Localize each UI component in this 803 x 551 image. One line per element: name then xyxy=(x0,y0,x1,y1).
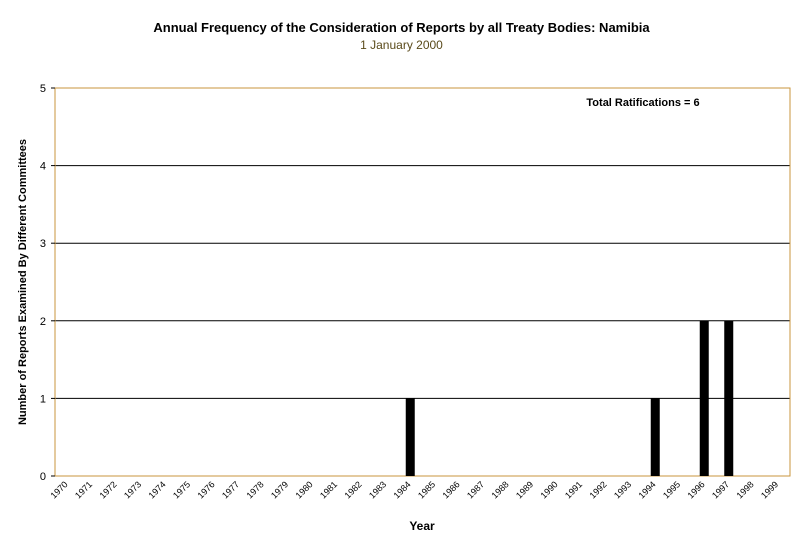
x-tick-label: 1989 xyxy=(514,479,535,500)
x-tick-labels: 1970 1971 1972 1973 1974 1975 1976 1977 1978 1979… xyxy=(49,479,781,500)
x-tick-label: 1996 xyxy=(686,479,707,500)
chart-title: Annual Frequency of the Consideration of… xyxy=(153,20,650,35)
y-tick-label: 1 xyxy=(40,393,46,405)
y-tick-labels: 0 1 2 3 4 5 xyxy=(40,83,55,483)
x-tick-label: 1986 xyxy=(441,479,462,500)
x-tick-label: 1997 xyxy=(710,479,731,500)
bars xyxy=(405,320,734,476)
x-tick-label: 1994 xyxy=(637,479,658,500)
x-tick-label: 1971 xyxy=(73,479,94,500)
x-tick-label: 1973 xyxy=(122,479,143,500)
x-tick-label: 1970 xyxy=(49,479,70,500)
x-axis-label: Year xyxy=(409,519,435,533)
x-tick-label: 1980 xyxy=(294,479,315,500)
bar-1996 xyxy=(699,320,709,476)
x-tick-label: 1979 xyxy=(269,479,290,500)
x-tick-label: 1998 xyxy=(735,479,756,500)
x-tick-label: 1975 xyxy=(171,479,192,500)
x-tick-label: 1990 xyxy=(539,479,560,500)
x-tick-label: 1992 xyxy=(588,479,609,500)
gridlines xyxy=(55,165,790,399)
x-tick-label: 1978 xyxy=(245,479,266,500)
y-tick-label: 4 xyxy=(40,161,46,173)
x-tick-label: 1995 xyxy=(661,479,682,500)
x-tick-label: 1982 xyxy=(343,479,364,500)
bar-1994 xyxy=(650,398,660,476)
x-tick-label: 1988 xyxy=(490,479,511,500)
x-tick-label: 1984 xyxy=(392,479,413,500)
y-tick-label: 2 xyxy=(40,316,46,328)
plot-frame xyxy=(54,87,791,477)
x-tick-label: 1981 xyxy=(318,479,339,500)
y-tick-label: 0 xyxy=(40,471,46,483)
bar-1997 xyxy=(724,320,734,476)
x-tick-label: 1974 xyxy=(147,479,168,500)
x-tick-label: 1977 xyxy=(220,479,241,500)
x-tick-label: 1991 xyxy=(563,479,584,500)
bar-1984 xyxy=(405,398,415,476)
x-tick-label: 1972 xyxy=(98,479,119,500)
x-tick-label: 1999 xyxy=(759,479,780,500)
x-tick-label: 1993 xyxy=(612,479,633,500)
chart-subtitle: 1 January 2000 xyxy=(360,38,443,52)
x-tick-label: 1976 xyxy=(196,479,217,500)
x-tick-label: 1983 xyxy=(367,479,388,500)
y-axis-label: Number of Reports Examined By Different … xyxy=(17,139,29,425)
y-tick-label: 5 xyxy=(40,83,46,95)
annotation-total-ratifications: Total Ratifications = 6 xyxy=(586,97,699,109)
y-tick-label: 3 xyxy=(40,238,46,250)
x-tick-label: 1985 xyxy=(416,479,437,500)
x-tick-label: 1987 xyxy=(465,479,486,500)
